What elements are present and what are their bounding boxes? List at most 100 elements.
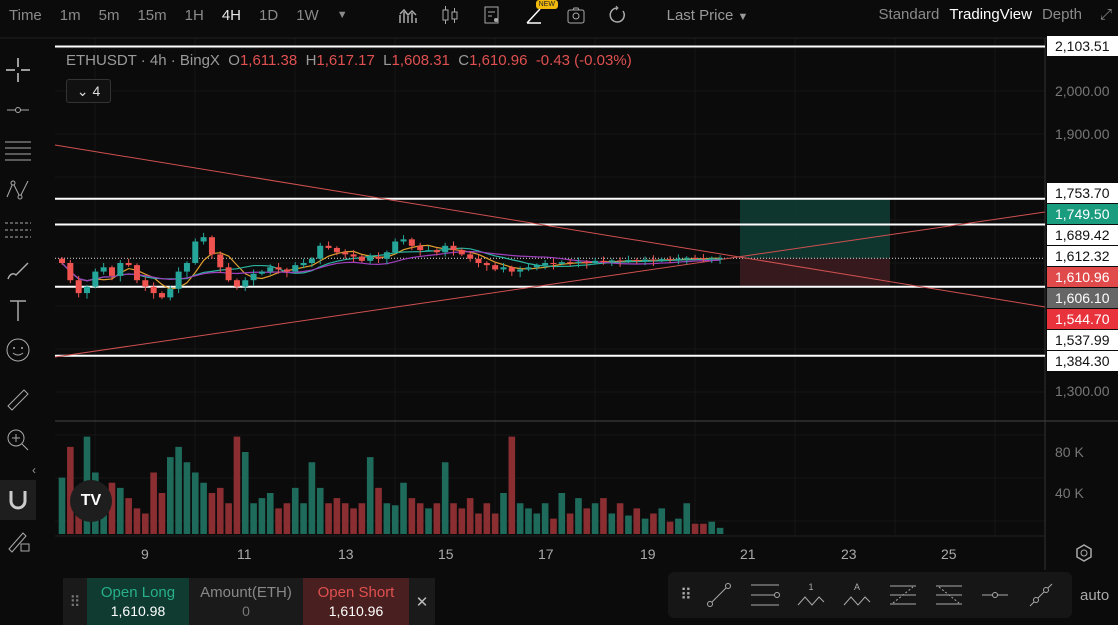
drag-handle-icon[interactable]: ⠿ bbox=[680, 587, 692, 604]
open-short-button[interactable]: Open Short 1,610.96 bbox=[303, 578, 409, 625]
candle-body bbox=[283, 269, 290, 272]
volume-bar bbox=[575, 498, 582, 534]
tf-5m[interactable]: 5m bbox=[98, 6, 120, 24]
auto-scale-button[interactable]: auto bbox=[1080, 587, 1110, 604]
close-value: 1,610.96 bbox=[469, 52, 528, 69]
drag-handle-icon[interactable]: ⠿ bbox=[69, 593, 81, 611]
candle-body bbox=[417, 245, 424, 251]
price-type-dropdown[interactable]: Last Price ▼ bbox=[667, 7, 749, 24]
amount-label: Amount(ETH) bbox=[200, 584, 292, 601]
price-label: 1,544.70 bbox=[1047, 308, 1118, 329]
candle-body bbox=[83, 286, 90, 294]
tf-1m[interactable]: 1m bbox=[59, 6, 81, 24]
volume-bar bbox=[666, 521, 674, 534]
emoji-icon[interactable] bbox=[0, 330, 36, 370]
indicators-toggle[interactable]: ⌄ 4 bbox=[66, 79, 111, 103]
price-label: 1,537.99 bbox=[1047, 329, 1118, 350]
view-tradingview[interactable]: TradingView bbox=[949, 6, 1032, 23]
long-price: 1,610.98 bbox=[110, 603, 166, 619]
volume-bar bbox=[608, 513, 616, 534]
zoom-in-icon[interactable] bbox=[0, 420, 36, 460]
fib-retracement-icon[interactable] bbox=[0, 210, 36, 250]
open-long-button[interactable]: Open Long 1,610.98 bbox=[87, 578, 189, 625]
change-value: -0.43 (-0.03%) bbox=[535, 52, 632, 69]
trend-line-icon[interactable] bbox=[696, 575, 742, 615]
parallel-channel-icon[interactable] bbox=[0, 130, 36, 170]
volume-bar bbox=[133, 508, 141, 534]
fullscreen-icon[interactable]: ⤢ bbox=[1099, 6, 1112, 23]
volume-bar bbox=[341, 503, 349, 534]
fib-channel-icon[interactable] bbox=[880, 575, 926, 615]
refresh-icon[interactable] bbox=[608, 5, 628, 25]
quick-trade-panel: ⠿ Open Long 1,610.98 Amount(ETH) 0 Open Sh… bbox=[63, 578, 435, 625]
candle-body bbox=[92, 271, 99, 287]
ruler-icon[interactable] bbox=[0, 380, 36, 420]
volume-bar bbox=[558, 493, 566, 534]
candle-type-icon[interactable] bbox=[440, 5, 460, 25]
candle-body bbox=[250, 273, 257, 281]
drawing-tools-sidebar: ‹ bbox=[0, 40, 36, 625]
date-label: 13 bbox=[338, 546, 354, 562]
volume-bar bbox=[458, 508, 466, 534]
price-line-icon[interactable] bbox=[972, 575, 1018, 615]
horizontal-lines-icon[interactable] bbox=[742, 575, 788, 615]
tf-1w[interactable]: 1W bbox=[296, 6, 319, 24]
elliott-wave-icon[interactable]: 1 bbox=[788, 575, 834, 615]
amount-field[interactable]: Amount(ETH) 0 bbox=[189, 578, 303, 625]
price-label: 2,103.51 bbox=[1047, 36, 1118, 57]
volume-bar bbox=[300, 503, 307, 534]
price-label: 1,606.10 bbox=[1047, 287, 1118, 308]
trend-line bbox=[54, 144, 1046, 308]
volume-bar bbox=[633, 508, 641, 534]
tf-time[interactable]: Time bbox=[9, 6, 42, 24]
price-label: 1,689.42 bbox=[1047, 224, 1118, 245]
volume-bar bbox=[233, 436, 241, 534]
crosshair-icon[interactable] bbox=[0, 50, 36, 90]
indicators-icon[interactable] bbox=[398, 5, 418, 25]
camera-icon[interactable] bbox=[566, 5, 586, 25]
ray-icon[interactable] bbox=[1018, 575, 1064, 615]
tf-1d[interactable]: 1D bbox=[259, 6, 279, 24]
text-icon[interactable] bbox=[0, 290, 36, 330]
candle-body bbox=[717, 258, 724, 260]
volume-bar bbox=[716, 527, 724, 534]
horizontal-line-icon[interactable] bbox=[0, 90, 36, 130]
brush-icon[interactable] bbox=[0, 250, 36, 290]
view-switcher: Standard TradingView Depth ⤢ bbox=[879, 6, 1112, 23]
settings-icon[interactable] bbox=[1074, 543, 1094, 568]
view-depth[interactable]: Depth bbox=[1041, 6, 1082, 23]
volume-bar bbox=[275, 508, 282, 534]
lock-draw-icon[interactable] bbox=[0, 520, 36, 560]
candle-body bbox=[125, 263, 132, 266]
abcd-pattern-icon[interactable]: A bbox=[834, 575, 880, 615]
volume-bar bbox=[258, 498, 266, 534]
symbol-label[interactable]: ETHUSDT · 4h · BingX bbox=[66, 52, 220, 69]
volume-bar bbox=[375, 487, 382, 534]
candle-body bbox=[583, 261, 590, 263]
tf-more-dropdown-icon[interactable]: ▼ bbox=[336, 9, 348, 21]
template-icon[interactable] bbox=[482, 5, 502, 25]
pattern-icon[interactable] bbox=[0, 170, 36, 210]
fib-fan-icon[interactable] bbox=[926, 575, 972, 615]
axis-tick: 1,300.00 bbox=[1055, 383, 1110, 399]
volume-bar bbox=[225, 503, 232, 534]
collapse-sidebar-icon[interactable]: ‹ bbox=[32, 463, 36, 477]
candle-body bbox=[100, 267, 107, 272]
candle-body bbox=[242, 280, 249, 287]
volume-bar bbox=[216, 487, 224, 534]
tf-1h[interactable]: 1H bbox=[184, 6, 204, 24]
volume-bar bbox=[67, 446, 74, 534]
high-value: 1,617.17 bbox=[316, 52, 375, 69]
volume-bar bbox=[475, 513, 482, 534]
candle-body bbox=[300, 263, 307, 266]
candle-body bbox=[542, 263, 549, 266]
drawing-pen-icon[interactable]: NEW bbox=[524, 0, 558, 25]
short-price: 1,610.96 bbox=[328, 603, 384, 619]
tf-15m[interactable]: 15m bbox=[137, 6, 167, 24]
tf-4h[interactable]: 4H bbox=[221, 6, 242, 24]
magnet-icon[interactable] bbox=[0, 480, 36, 520]
close-icon[interactable]: ✕ bbox=[415, 593, 429, 611]
view-standard[interactable]: Standard bbox=[878, 6, 940, 23]
candle-body bbox=[208, 237, 215, 255]
